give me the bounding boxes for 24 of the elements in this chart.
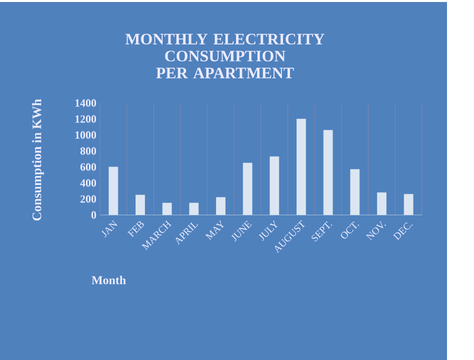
bar	[242, 162, 252, 215]
y-tick-label: 600	[80, 163, 96, 171]
chart-title: MONTHLY ELECTRICITY CONSUMPTION PER APARTMENT	[125, 34, 324, 78]
x-tick-label: FEB	[128, 221, 144, 238]
bar	[323, 130, 333, 215]
bar	[136, 194, 145, 215]
bar	[377, 192, 386, 215]
bar	[108, 166, 118, 215]
y-tick-label: 1400	[75, 99, 96, 107]
y-tick-label: 0	[91, 211, 96, 219]
bar	[216, 197, 226, 215]
y-tick-label: 200	[80, 195, 96, 203]
bar	[404, 194, 414, 215]
y-tick-label: 1000	[75, 131, 96, 139]
bar	[270, 156, 280, 215]
bar	[350, 169, 360, 215]
y-tick-label: 1200	[75, 115, 96, 123]
bar	[189, 202, 199, 215]
bar	[162, 202, 172, 215]
x-axis-title: Month	[92, 276, 126, 284]
bar	[296, 118, 306, 215]
y-axis-title: Consumption in KWh	[32, 99, 44, 221]
y-tick-label: 400	[80, 179, 96, 187]
y-tick-label: 800	[80, 147, 96, 155]
